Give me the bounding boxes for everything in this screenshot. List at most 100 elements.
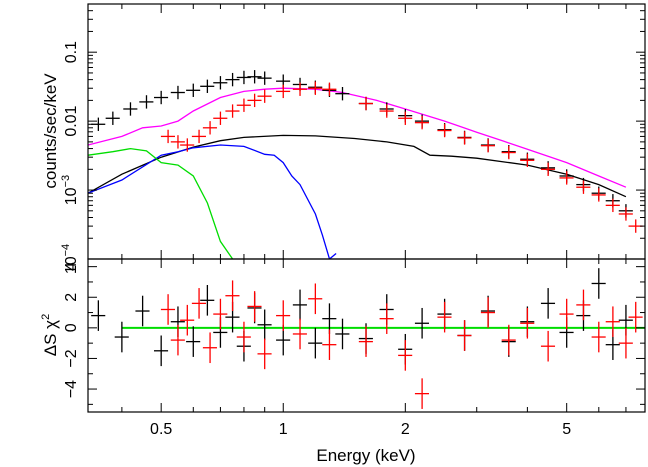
residual-point-2 — [414, 378, 430, 409]
residual-point-2 — [276, 300, 291, 331]
data-point-1 — [247, 70, 262, 84]
residual-point-2 — [180, 304, 195, 336]
y-tick-label: −4 — [63, 380, 80, 398]
residual-point-2 — [520, 307, 535, 339]
data-point-2 — [170, 135, 185, 149]
y-tick-label: 0 — [63, 323, 80, 332]
data-point-2 — [358, 96, 373, 111]
y-axis-label-residual-sup: 2 — [40, 314, 52, 320]
residual-point-1 — [540, 288, 556, 319]
data-point-1 — [186, 83, 201, 97]
x-tick-label: 1 — [279, 421, 288, 438]
data-point-1 — [105, 111, 120, 125]
data-point-1 — [236, 70, 251, 85]
data-point-2 — [457, 131, 472, 145]
residual-point-2 — [540, 330, 556, 362]
residual-point-2 — [308, 283, 323, 315]
residual-point-2 — [202, 332, 217, 364]
residual-point-2 — [618, 327, 633, 359]
data-point-1 — [170, 85, 185, 100]
data-point-2 — [247, 93, 262, 108]
residual-point-2 — [236, 321, 251, 353]
x-tick-label: 2 — [401, 421, 410, 438]
data-point-2 — [591, 188, 606, 202]
data-point-1 — [200, 79, 215, 93]
data-point-1 — [335, 87, 350, 101]
residual-panel: 0.5 1 2 5 −4 −2 0 2 4 — [63, 258, 646, 438]
data-point-1 — [123, 102, 138, 116]
model-curve-4 — [88, 147, 234, 259]
y-tick-label: 0.1 — [63, 41, 80, 63]
residual-point-1 — [591, 268, 606, 299]
data-point-2 — [559, 171, 574, 185]
residual-point-1 — [322, 303, 337, 334]
data-point-2 — [379, 104, 394, 118]
data-point-1 — [153, 90, 169, 105]
y-axis-label-residual: ΔS χ2 — [40, 314, 60, 356]
residual-point-2 — [398, 340, 413, 371]
data-point-2 — [213, 111, 228, 125]
residual-point-1 — [114, 321, 129, 353]
residual-point-1 — [153, 335, 169, 367]
x-tick-label: 5 — [562, 421, 571, 438]
y-tick-label: 4 — [63, 262, 80, 271]
residual-point-2 — [170, 324, 185, 356]
residual-point-2 — [576, 289, 591, 321]
data-point-2 — [191, 129, 206, 144]
data-point-2 — [292, 82, 307, 96]
residual-point-1 — [335, 318, 350, 350]
data-point-2 — [202, 121, 217, 135]
data-point-2 — [540, 162, 556, 176]
data-point-2 — [160, 129, 175, 144]
y-axis-label-residual-main: ΔS χ — [41, 320, 60, 356]
spectrum-panel: 10−4 10−3 0.01 0.1 — [60, 3, 646, 274]
residual-point-2 — [225, 280, 240, 312]
data-point-2 — [257, 89, 272, 103]
residual-point-2 — [247, 291, 262, 322]
data-point-2 — [322, 82, 337, 96]
residual-point-2 — [379, 303, 394, 334]
residual-point-2 — [257, 338, 272, 370]
residual-point-2 — [501, 324, 516, 356]
y-axis-label-spectrum: counts/sec/keV — [41, 73, 60, 189]
residual-frame — [87, 258, 646, 413]
y-tick-label: 10−4 — [60, 244, 80, 274]
residual-point-2 — [358, 326, 373, 357]
residual-point-1 — [135, 295, 150, 327]
data-point-1 — [257, 71, 272, 85]
spectrum-frame — [87, 3, 646, 260]
model-curve-3 — [88, 144, 337, 259]
residual-point-1 — [91, 300, 106, 331]
data-point-2 — [605, 198, 620, 213]
data-point-2 — [520, 153, 535, 168]
data-point-2 — [618, 207, 633, 221]
residual-point-2 — [322, 329, 337, 360]
data-point-1 — [91, 117, 106, 131]
residual-point-2 — [457, 320, 472, 351]
x-axis-label: Energy (keV) — [316, 446, 415, 465]
residual-point-1 — [292, 289, 307, 321]
data-point-2 — [308, 81, 323, 95]
data-point-2 — [180, 138, 195, 152]
residual-point-1 — [308, 327, 323, 359]
residual-point-2 — [213, 298, 228, 330]
residual-point-1 — [200, 285, 215, 316]
y-tick-label: 0.01 — [63, 105, 80, 136]
y-tick-label: −2 — [63, 349, 80, 367]
data-point-2 — [576, 180, 591, 194]
data-point-1 — [213, 76, 228, 90]
residual-point-2 — [191, 288, 206, 319]
residual-point-2 — [292, 318, 307, 350]
data-point-2 — [437, 123, 452, 138]
data-point-2 — [236, 98, 251, 112]
x-tick-label: 0.5 — [150, 421, 172, 438]
residual-point-1 — [414, 307, 430, 339]
residual-point-2 — [559, 298, 574, 330]
data-point-1 — [139, 95, 154, 109]
y-tick-label: 2 — [63, 293, 80, 302]
residual-point-2 — [437, 301, 452, 333]
data-point-2 — [276, 84, 291, 99]
model-curve-2 — [88, 134, 627, 198]
residual-point-2 — [591, 321, 606, 353]
